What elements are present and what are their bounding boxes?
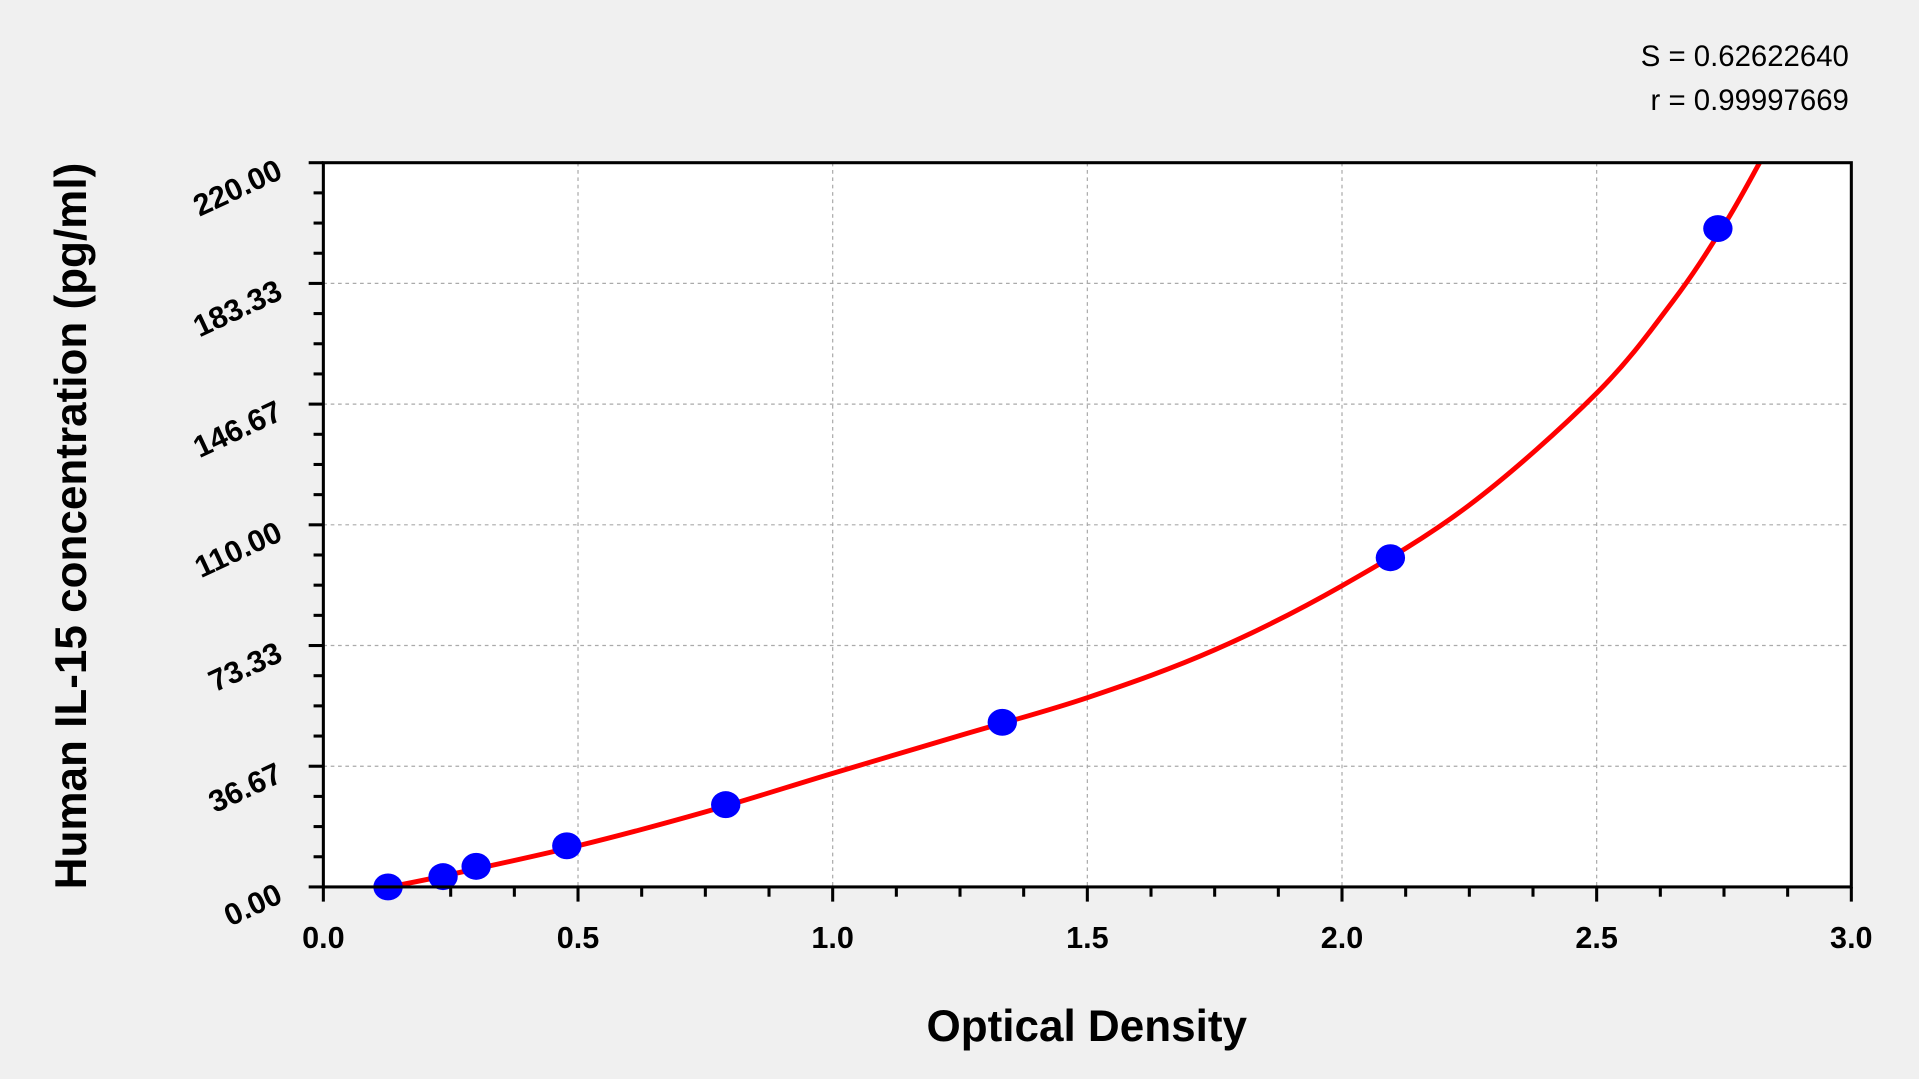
x-axis-label: Optical Density: [926, 1002, 1247, 1051]
y-tick-label: 110.00: [190, 515, 288, 585]
x-tick-label: 0.0: [302, 921, 345, 955]
data-point: [987, 708, 1017, 736]
s-statistic: S = 0.62622640: [1641, 40, 1849, 73]
x-tick-label: 1.5: [1066, 921, 1109, 955]
x-tick-label: 1.0: [811, 921, 854, 955]
y-tick-label: 0.00: [219, 877, 287, 933]
x-tick-label: 2.5: [1575, 921, 1618, 955]
y-axis-label: Human IL-15 concentration (pg/ml): [47, 163, 96, 890]
grid: [323, 162, 1852, 887]
y-tick-label: 183.33: [188, 274, 287, 344]
data-point: [711, 791, 741, 819]
r-statistic: r = 0.99997669: [1651, 84, 1849, 117]
data-points: [373, 215, 1733, 901]
fit-curve: [389, 161, 1762, 890]
y-tick-label: 220.00: [188, 153, 287, 223]
data-point: [1703, 215, 1733, 243]
plot-frame: [321, 161, 1853, 889]
data-point: [1375, 544, 1406, 572]
y-tick-label: 36.67: [203, 756, 287, 819]
data-point: [461, 852, 491, 880]
y-tick-label: 73.33: [203, 636, 287, 699]
x-tick-label: 2.0: [1321, 921, 1364, 955]
data-point: [552, 832, 582, 860]
x-tick-label: 0.5: [557, 921, 600, 955]
data-point: [428, 863, 458, 891]
y-tick-label: 146.67: [188, 394, 287, 464]
x-tick-label: 3.0: [1830, 921, 1873, 955]
